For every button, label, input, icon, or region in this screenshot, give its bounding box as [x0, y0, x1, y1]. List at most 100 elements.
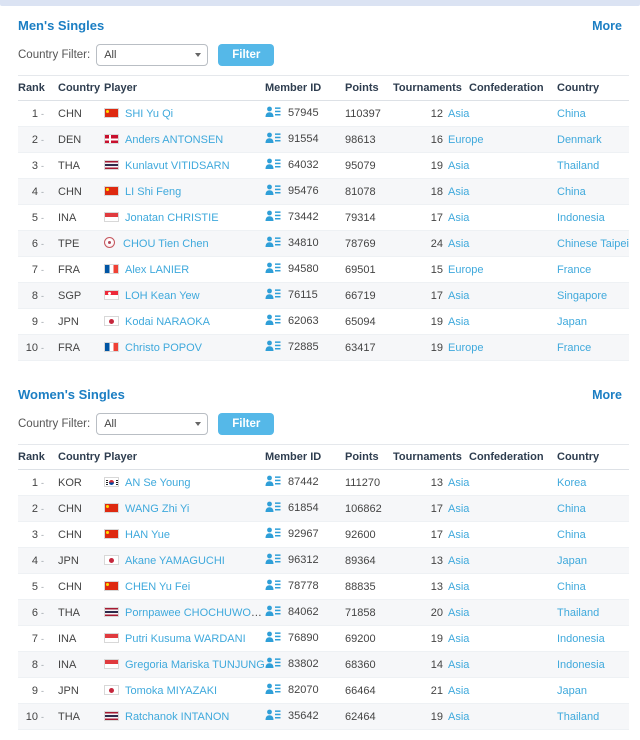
column-header-country-name: Country — [543, 75, 629, 101]
member-id-value: 35642 — [288, 710, 319, 722]
table-row: 2- DEN Anders ANTONSEN 91554 98613 16 Eu… — [18, 126, 629, 153]
confederation-link[interactable]: Europe — [448, 133, 484, 146]
country-flag-icon — [104, 341, 119, 352]
member-id-icon — [265, 262, 281, 277]
country-link[interactable]: Indonesia — [557, 632, 605, 645]
country-link[interactable]: China — [557, 107, 586, 120]
rank-change-indicator: - — [41, 342, 44, 353]
member-id-icon — [265, 631, 281, 646]
country-link[interactable]: Thailand — [557, 159, 600, 172]
player-link[interactable]: Putri Kusuma WARDANI — [125, 632, 246, 645]
player-link[interactable]: CHOU Tien Chen — [123, 238, 209, 250]
confederation-link[interactable]: Asia — [448, 606, 470, 619]
confederation-link[interactable]: Asia — [448, 710, 470, 723]
confederation-link[interactable]: Asia — [448, 502, 470, 515]
player-link[interactable]: Akane YAMAGUCHI — [125, 554, 225, 567]
filter-button[interactable]: Filter — [218, 44, 275, 66]
table-row: 5- CHN CHEN Yu Fei 78778 88835 13 Asia C… — [18, 573, 629, 600]
member-id-icon — [265, 527, 281, 542]
more-link[interactable]: More — [592, 387, 622, 402]
confederation-link[interactable]: Asia — [448, 554, 470, 567]
points-value: 88835 — [345, 573, 393, 600]
points-value: 69501 — [345, 256, 393, 283]
confederation-link[interactable]: Asia — [448, 632, 470, 645]
player-link[interactable]: AN Se Young — [125, 476, 191, 489]
confederation-link[interactable]: Asia — [448, 684, 470, 697]
country-link[interactable]: Denmark — [557, 133, 602, 146]
member-id-value: 83802 — [288, 658, 319, 670]
country-link[interactable]: France — [557, 341, 592, 354]
country-link[interactable]: Japan — [557, 315, 587, 328]
player-link[interactable]: Anders ANTONSEN — [125, 133, 224, 146]
country-flag-icon — [104, 632, 119, 643]
filter-button[interactable]: Filter — [218, 413, 275, 435]
country-link[interactable]: Japan — [557, 554, 587, 567]
rank-change-indicator: - — [41, 685, 44, 696]
country-link[interactable]: Chinese Taipei — [557, 237, 629, 250]
column-header-country: Country — [58, 75, 104, 101]
confederation-link[interactable]: Asia — [448, 185, 470, 198]
confederation-link[interactable]: Asia — [448, 476, 470, 489]
confederation-link[interactable]: Asia — [448, 211, 470, 224]
member-id-value: 92967 — [288, 528, 319, 540]
country-link[interactable]: China — [557, 502, 586, 515]
more-link[interactable]: More — [592, 18, 622, 33]
player-link[interactable]: WANG Zhi Yi — [125, 502, 190, 515]
player-link[interactable]: Ratchanok INTANON — [125, 710, 230, 723]
country-flag-icon — [104, 580, 119, 591]
player-link[interactable]: LI Shi Feng — [125, 185, 182, 198]
member-id-value: 72885 — [288, 341, 319, 353]
country-flag-icon — [104, 554, 119, 565]
confederation-link[interactable]: Asia — [448, 237, 470, 250]
country-flag-icon — [104, 476, 119, 487]
player-link[interactable]: Christo POPOV — [125, 341, 203, 354]
country-link[interactable]: Japan — [557, 684, 587, 697]
country-filter-select[interactable]: All — [96, 44, 209, 66]
player-link[interactable]: LOH Kean Yew — [125, 289, 200, 302]
womens-singles-section: Women's Singles More Country Filter: All… — [18, 385, 629, 730]
country-link[interactable]: Singapore — [557, 289, 608, 302]
player-link[interactable]: CHEN Yu Fei — [125, 580, 191, 593]
confederation-link[interactable]: Asia — [448, 107, 470, 120]
table-row: 1- KOR AN Se Young 87442 111270 13 Asia … — [18, 469, 629, 496]
confederation-link[interactable]: Asia — [448, 315, 470, 328]
country-code: CHN — [58, 521, 104, 548]
country-link[interactable]: Thailand — [557, 606, 600, 619]
country-code: CHN — [58, 573, 104, 600]
member-id-value: 87442 — [288, 476, 319, 488]
country-flag-icon — [104, 502, 119, 513]
player-link[interactable]: Tomoka MIYAZAKI — [125, 684, 218, 697]
country-link[interactable]: France — [557, 263, 592, 276]
country-filter-select[interactable]: All — [96, 413, 209, 435]
table-row: 9- JPN Tomoka MIYAZAKI 82070 66464 21 As… — [18, 677, 629, 704]
confederation-link[interactable]: Europe — [448, 263, 484, 276]
confederation-link[interactable]: Asia — [448, 528, 470, 541]
country-link[interactable]: Indonesia — [557, 211, 605, 224]
rank-change-indicator: - — [41, 477, 44, 488]
player-link[interactable]: Pornpawee CHOCHUWONG — [125, 606, 265, 619]
confederation-link[interactable]: Asia — [448, 159, 470, 172]
confederation-link[interactable]: Asia — [448, 289, 470, 302]
rank-change-indicator: - — [41, 581, 44, 592]
player-link[interactable]: Jonatan CHRISTIE — [125, 211, 219, 224]
country-link[interactable]: China — [557, 185, 586, 198]
confederation-link[interactable]: Asia — [448, 580, 470, 593]
column-header-points: Points — [345, 75, 393, 101]
player-link[interactable]: Alex LANIER — [125, 263, 190, 276]
player-link[interactable]: Kodai NARAOKA — [125, 315, 210, 328]
country-link[interactable]: China — [557, 528, 586, 541]
confederation-link[interactable]: Europe — [448, 341, 484, 354]
player-link[interactable]: Kunlavut VITIDSARN — [125, 159, 230, 172]
member-id-icon — [265, 288, 281, 303]
table-row: 9- JPN Kodai NARAOKA 62063 65094 19 Asia… — [18, 308, 629, 335]
country-link[interactable]: Korea — [557, 476, 587, 489]
country-link[interactable]: China — [557, 580, 586, 593]
player-link[interactable]: HAN Yue — [125, 528, 171, 541]
member-id-value: 94580 — [288, 263, 319, 275]
country-flag-icon — [104, 658, 119, 669]
player-link[interactable]: SHI Yu Qi — [125, 107, 174, 120]
country-link[interactable]: Thailand — [557, 710, 600, 723]
column-header-player: Player — [104, 444, 265, 470]
country-code: JPN — [58, 547, 104, 574]
table-row: 6- TPE CHOU Tien Chen 34810 78769 24 Asi… — [18, 230, 629, 257]
